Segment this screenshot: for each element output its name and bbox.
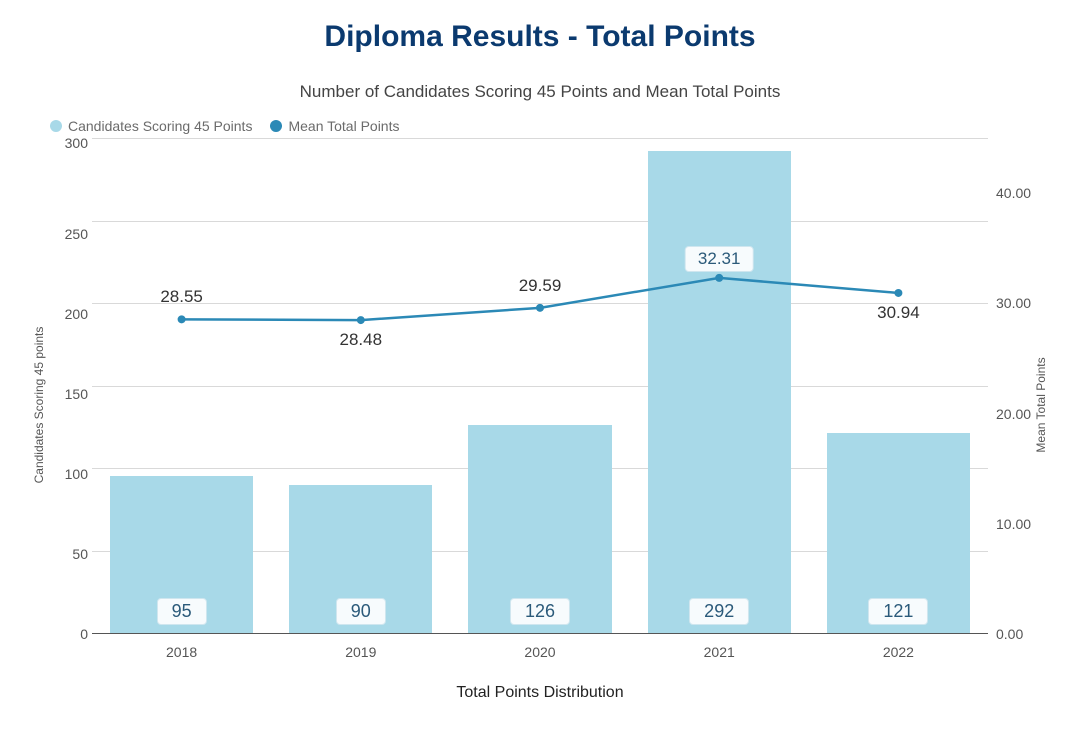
plot: 9590126292121 28.5528.4829.5932.3130.94 — [92, 138, 988, 634]
x-tick: 2020 — [450, 644, 629, 660]
y-left-tick: 100 — [44, 466, 88, 482]
point-labels-layer: 28.55 28.48 29.59 32.31 30.94 — [92, 138, 988, 633]
legend-swatch-bar-icon — [50, 120, 62, 132]
legend-swatch-line-icon — [270, 120, 282, 132]
y-right-tick: 0.00 — [996, 626, 1023, 642]
y-left-tick: 200 — [44, 306, 88, 322]
bottom-title: Total Points Distribution — [456, 684, 623, 702]
legend-item-bars: Candidates Scoring 45 Points — [50, 118, 252, 134]
y-left-ticks: 300250200150100500 — [44, 138, 88, 634]
main-title: Diploma Results - Total Points — [324, 20, 755, 54]
y-left-tick: 0 — [44, 626, 88, 642]
plot-outer: 300250200150100500 40.0030.0020.0010.000… — [92, 138, 988, 672]
legend-label-bars: Candidates Scoring 45 Points — [68, 118, 252, 134]
x-tick: 2021 — [630, 644, 809, 660]
x-tick: 2022 — [809, 644, 988, 660]
y-left-tick: 300 — [44, 135, 88, 151]
x-tick: 2019 — [271, 644, 450, 660]
chart-area: Candidates Scoring 45 points Mean Total … — [40, 138, 1040, 672]
subtitle: Number of Candidates Scoring 45 Points a… — [300, 82, 781, 102]
chart-container: Diploma Results - Total Points Number of… — [0, 0, 1080, 732]
y-right-tick: 20.00 — [996, 406, 1031, 422]
y-left-tick: 50 — [44, 546, 88, 562]
y-right-ticks: 40.0030.0020.0010.000.00 — [996, 138, 1040, 634]
y-left-tick: 150 — [44, 386, 88, 402]
line-value-label: 30.94 — [877, 303, 920, 323]
line-value-label: 29.59 — [519, 276, 562, 296]
line-value-label: 32.31 — [685, 246, 754, 272]
legend-item-line: Mean Total Points — [270, 118, 399, 134]
x-tick: 2018 — [92, 644, 271, 660]
y-left-tick: 250 — [44, 226, 88, 242]
line-value-label: 28.48 — [340, 330, 383, 350]
y-right-tick: 40.00 — [996, 185, 1031, 201]
x-ticks: 20182019202020212022 — [92, 644, 988, 660]
y-right-tick: 30.00 — [996, 295, 1031, 311]
legend-label-line: Mean Total Points — [288, 118, 399, 134]
line-value-label: 28.55 — [160, 287, 203, 307]
legend: Candidates Scoring 45 Points Mean Total … — [40, 118, 1040, 134]
y-right-tick: 10.00 — [996, 516, 1031, 532]
